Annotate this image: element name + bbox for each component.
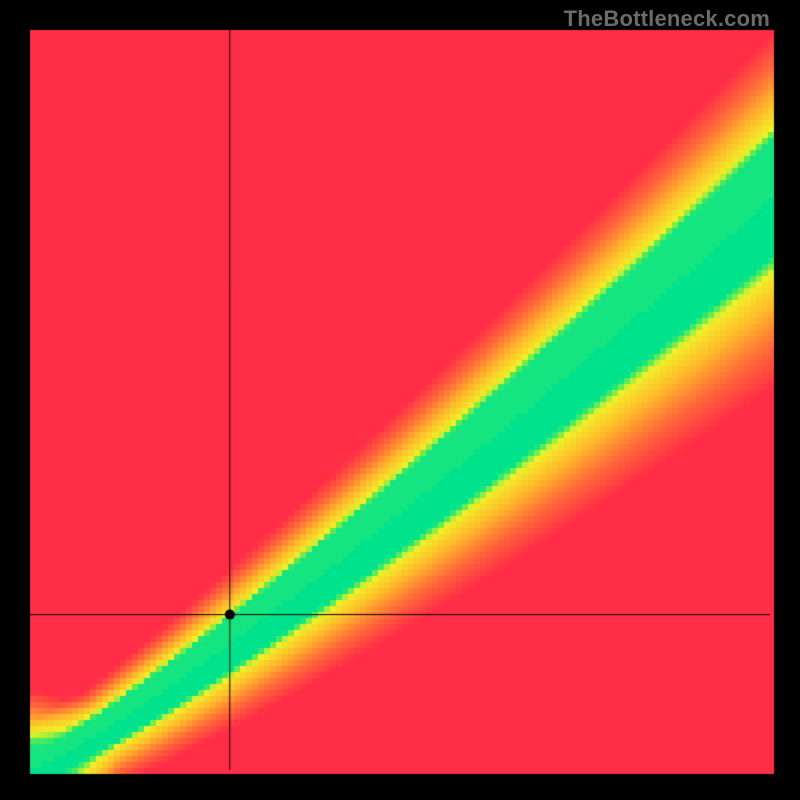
- watermark-text: TheBottleneck.com: [564, 6, 770, 32]
- bottleneck-heatmap: [0, 0, 800, 800]
- chart-container: TheBottleneck.com: [0, 0, 800, 800]
